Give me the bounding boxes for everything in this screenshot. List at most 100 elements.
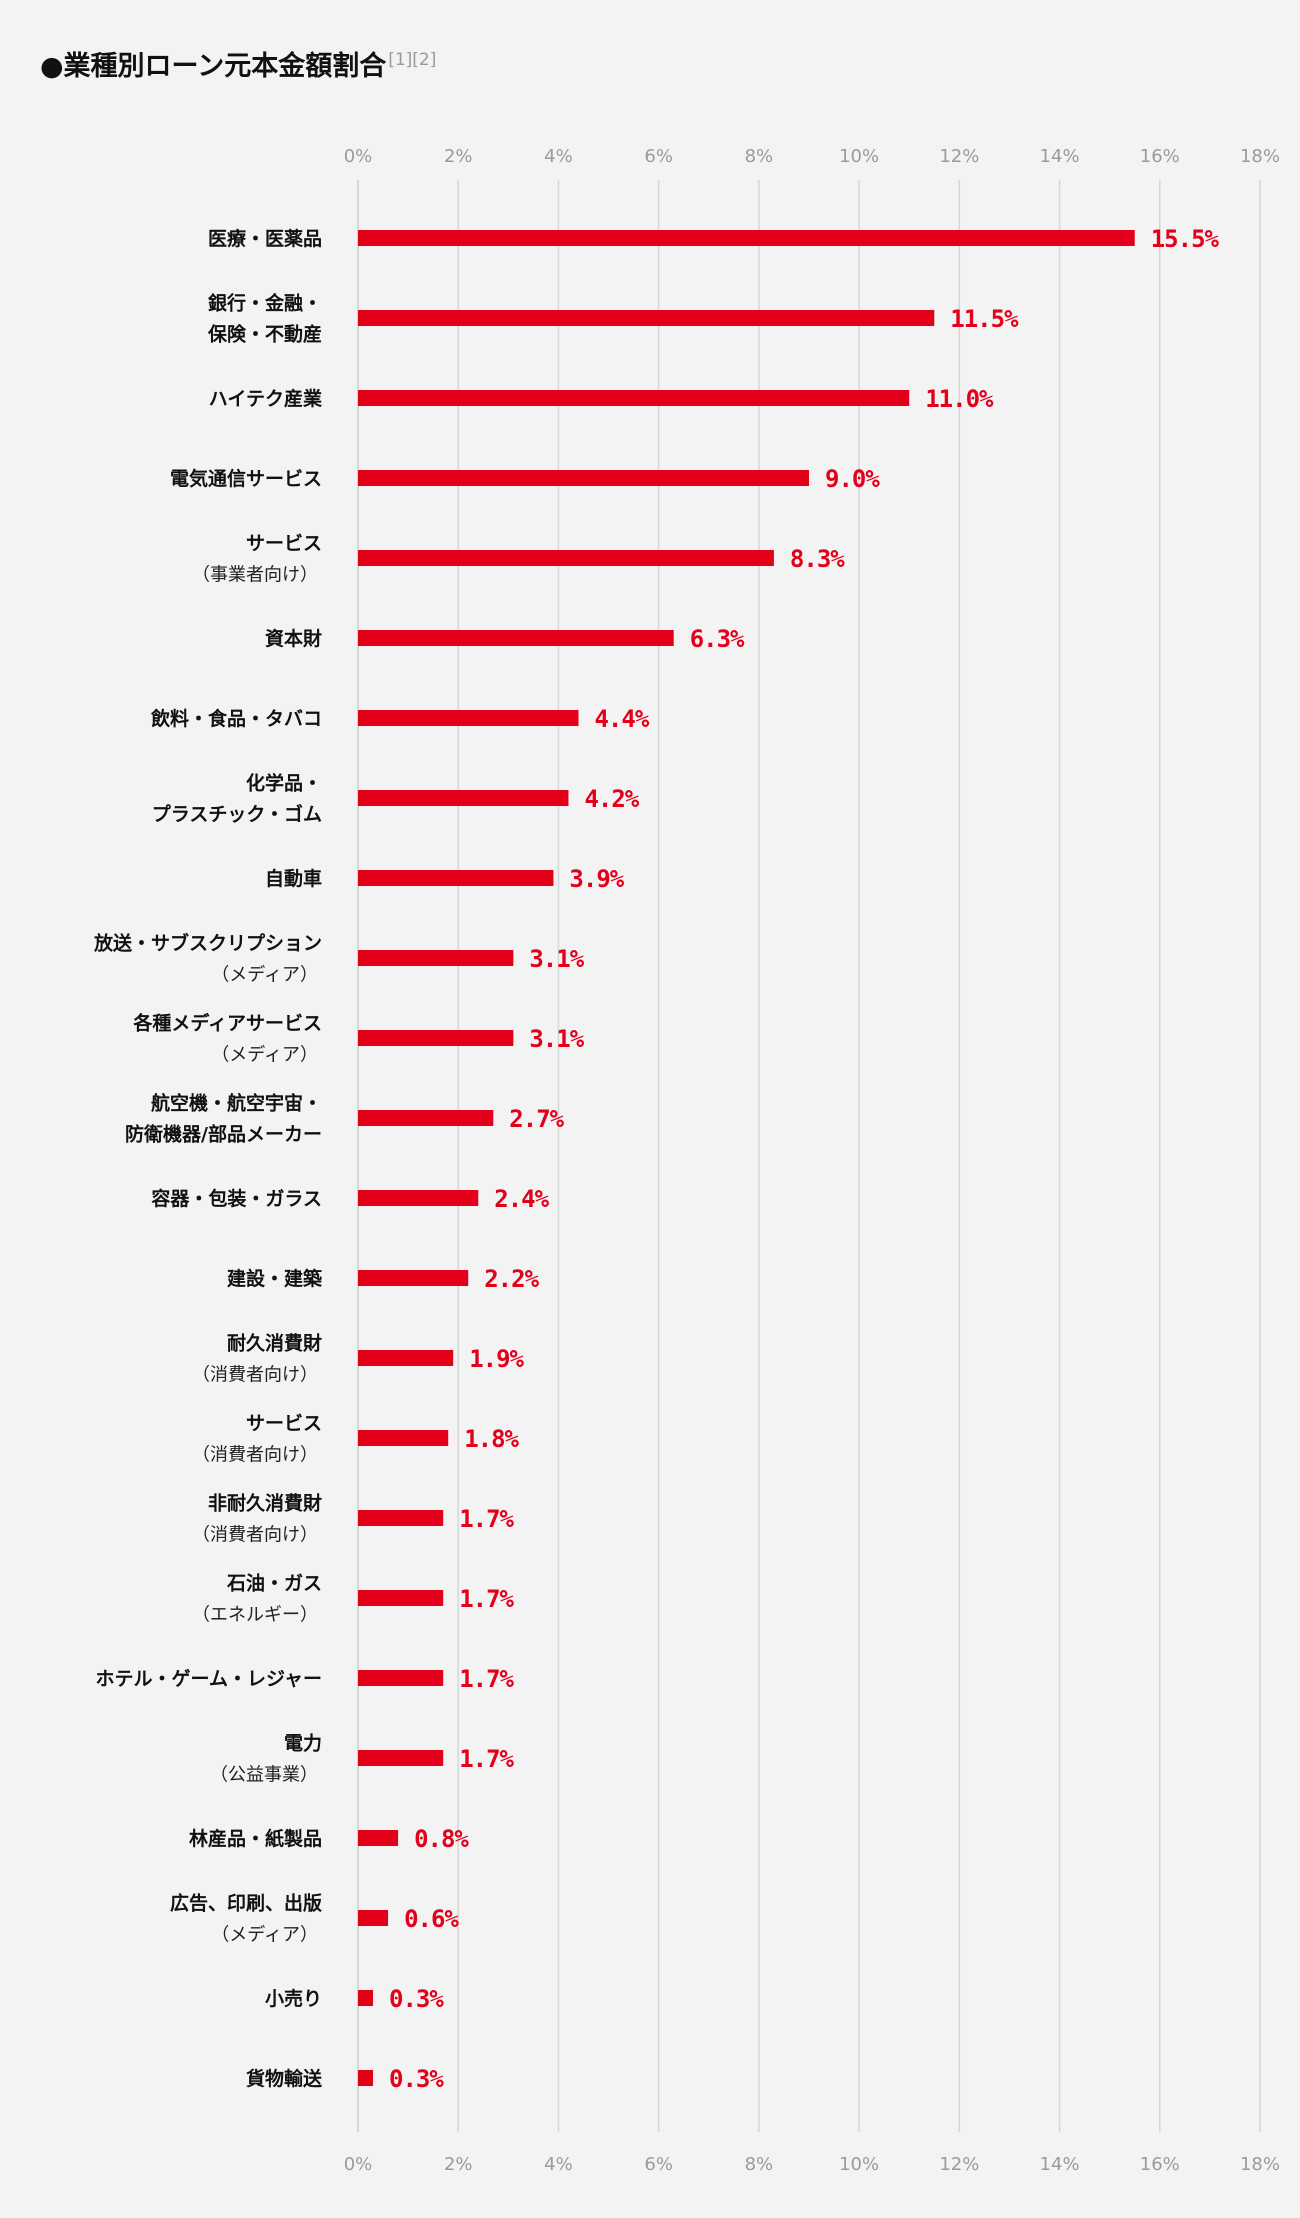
- value-label: 2.4%: [494, 1185, 549, 1213]
- bar: [358, 2070, 374, 2086]
- category-sublabel: （メディア）: [211, 965, 318, 986]
- category-label: 銀行・金融・: [208, 292, 322, 315]
- value-label: 1.9%: [469, 1345, 524, 1373]
- chart-title-refs: [1][2]: [388, 50, 437, 70]
- x-tick-label-top: 0%: [344, 146, 373, 167]
- x-axis-top: 0% 2% 4% 6% 8% 10% 12% 14% 16% 18%: [344, 146, 1280, 167]
- x-tick-label-top: 14%: [1040, 146, 1080, 167]
- category-label: 貨物輸送: [246, 2067, 323, 2090]
- value-label: 3.1%: [529, 1025, 584, 1053]
- x-tick-label-bottom: 12%: [939, 2154, 979, 2175]
- value-label: 11.5%: [950, 305, 1019, 333]
- grid-lines: [357, 180, 1261, 2132]
- category-label: 資本財: [265, 627, 322, 650]
- value-label: 9.0%: [825, 465, 880, 493]
- value-label: 0.3%: [389, 2065, 444, 2093]
- x-axis-bottom: 0% 2% 4% 6% 8% 10% 12% 14% 16% 18%: [344, 2154, 1280, 2175]
- x-tick-label-top: 2%: [444, 146, 473, 167]
- x-tick-label-top: 12%: [939, 146, 979, 167]
- bar: [358, 470, 809, 486]
- category-label: プラスチック・ゴム: [152, 803, 322, 826]
- chart-title-text: ●業種別ローン元本金額割合: [40, 51, 387, 82]
- category-sublabel: （メディア）: [211, 1925, 318, 1946]
- category-label: 容器・包装・ガラス: [151, 1187, 322, 1210]
- bar: [358, 1670, 444, 1686]
- x-tick-label-bottom: 0%: [344, 2154, 373, 2175]
- x-tick-label-bottom: 16%: [1140, 2154, 1180, 2175]
- category-sublabel: （消費者向け）: [192, 1525, 318, 1546]
- value-label: 1.7%: [459, 1665, 514, 1693]
- bars: [358, 230, 1135, 2086]
- bar: [358, 1350, 454, 1366]
- value-label: 0.8%: [414, 1825, 469, 1853]
- category-sublabel: （公益事業）: [210, 1765, 318, 1786]
- value-label: 4.4%: [594, 705, 649, 733]
- category-label: 広告、印刷、出版: [170, 1892, 322, 1915]
- category-label: 保険・不動産: [207, 323, 322, 346]
- value-label: 3.9%: [569, 865, 624, 893]
- category-label: ハイテク産業: [209, 387, 323, 410]
- bar: [358, 390, 910, 406]
- category-label: 医療・医薬品: [208, 227, 322, 250]
- bar: [358, 630, 674, 646]
- value-label: 0.6%: [404, 1905, 459, 1933]
- category-label: 化学品・: [246, 772, 322, 795]
- x-tick-label-bottom: 8%: [745, 2154, 774, 2175]
- category-label: 防衛機器/部品メーカー: [125, 1123, 322, 1146]
- bar: [358, 950, 514, 966]
- value-label: 6.3%: [690, 625, 745, 653]
- bar: [358, 230, 1135, 246]
- category-label: 耐久消費財: [227, 1332, 322, 1355]
- value-label: 11.0%: [925, 385, 994, 413]
- x-tick-label-bottom: 6%: [644, 2154, 673, 2175]
- x-tick-label-top: 18%: [1240, 146, 1280, 167]
- category-label: 建設・建築: [227, 1267, 323, 1290]
- category-label: 電力: [284, 1732, 322, 1755]
- category-label: 石油・ガス: [226, 1573, 322, 1595]
- value-label: 1.7%: [459, 1585, 514, 1613]
- bar: [358, 1750, 444, 1766]
- bar: [358, 550, 774, 566]
- value-label: 2.7%: [509, 1105, 564, 1133]
- value-label: 0.3%: [389, 1985, 444, 2013]
- category-sublabel: （消費者向け）: [192, 1365, 318, 1386]
- category-label: 林産品・紙製品: [189, 1827, 322, 1850]
- bar: [358, 1990, 374, 2006]
- bar: [358, 1510, 444, 1526]
- x-tick-label-top: 10%: [839, 146, 879, 167]
- value-label: 4.2%: [584, 785, 639, 813]
- category-sublabel: （事業者向け）: [192, 565, 318, 586]
- value-label: 1.7%: [459, 1745, 514, 1773]
- value-label: 2.2%: [484, 1265, 539, 1293]
- x-tick-label-bottom: 4%: [544, 2154, 573, 2175]
- value-label: 8.3%: [790, 545, 845, 573]
- bar: [358, 1830, 399, 1846]
- bar: [358, 310, 935, 326]
- value-label: 1.7%: [459, 1505, 514, 1533]
- category-label: 飲料・食品・タバコ: [150, 707, 322, 730]
- bar: [358, 790, 569, 806]
- category-label: 非耐久消費財: [208, 1492, 322, 1515]
- x-tick-label-top: 16%: [1140, 146, 1180, 167]
- category-label: 各種メディアサービス: [132, 1012, 322, 1035]
- x-tick-label-bottom: 2%: [444, 2154, 473, 2175]
- bar: [358, 870, 554, 886]
- value-label: 3.1%: [529, 945, 584, 973]
- bar: [358, 1190, 479, 1206]
- bar: [358, 1110, 494, 1126]
- bar: [358, 1430, 449, 1446]
- x-tick-label-top: 4%: [544, 146, 573, 167]
- category-label: 放送・サブスクリプション: [93, 932, 322, 955]
- chart-title: ●業種別ローン元本金額割合 [1][2]: [40, 44, 436, 83]
- category-label: 小売り: [265, 1987, 322, 2010]
- x-tick-label-top: 8%: [745, 146, 774, 167]
- value-label: 1.8%: [464, 1425, 519, 1453]
- x-tick-label-bottom: 10%: [839, 2154, 879, 2175]
- value-labels: 15.5% 11.5% 11.0% 9.0% 8.3% 6.3% 4.4% 4.2% 3.9% 3…: [389, 225, 1220, 2093]
- bar: [358, 1270, 469, 1286]
- x-tick-label-top: 6%: [644, 146, 673, 167]
- bar: [358, 1030, 514, 1046]
